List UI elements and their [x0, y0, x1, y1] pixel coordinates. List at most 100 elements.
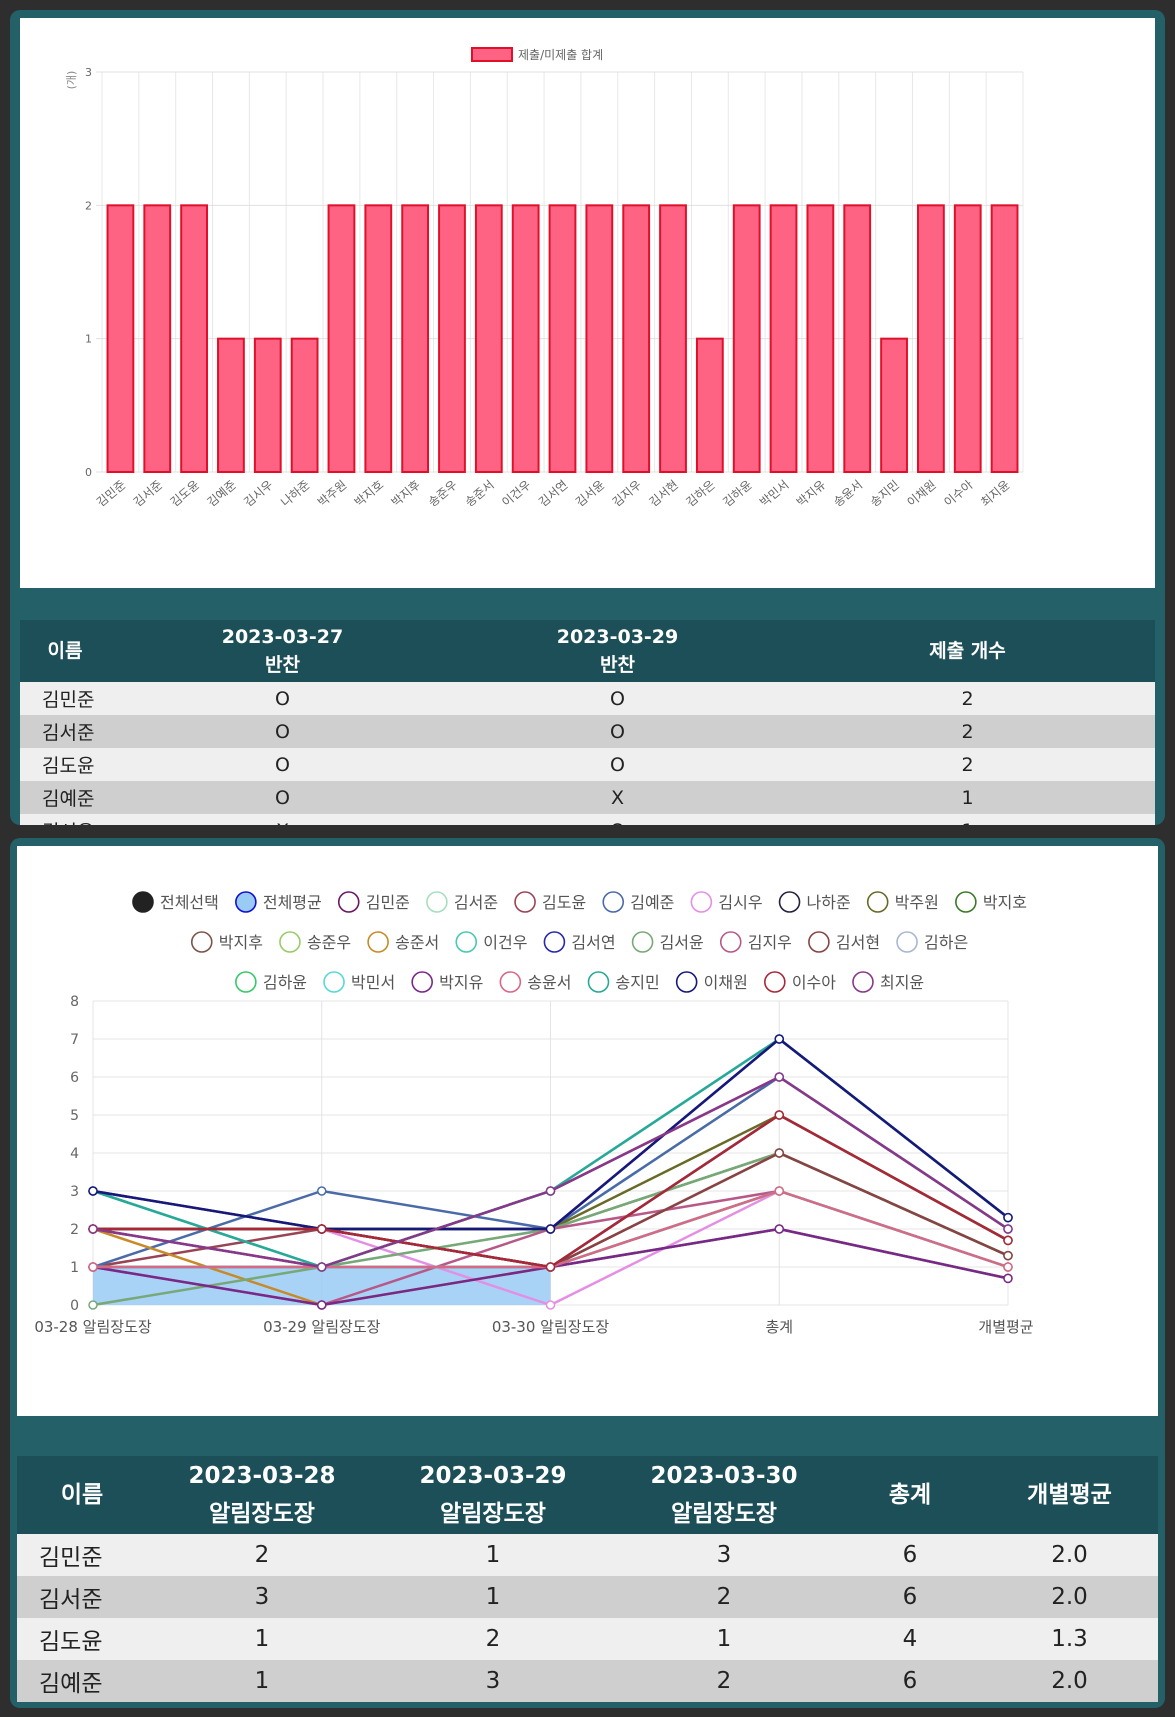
legend-label: 김하윤 — [263, 973, 307, 992]
legend-label: 송지민 — [616, 973, 660, 992]
column-header-line: 총계 — [888, 1482, 932, 1508]
legend-marker — [514, 891, 536, 913]
bar — [622, 204, 651, 473]
table-cell: X — [455, 781, 780, 814]
bar — [917, 204, 945, 473]
column-header-line: 알림장도장 — [671, 1501, 777, 1527]
table-cell: 3 — [377, 1660, 609, 1702]
x-tick-label: 송준우 — [426, 478, 460, 510]
y-tick-label: 3 — [70, 1184, 79, 1200]
table-header-row: 이름 2023-03-27 반찬 2023-03-29 반찬 제출 개수 — [20, 620, 1155, 682]
table-row: 김민준 2 1 3 6 2.0 — [17, 1534, 1158, 1576]
table-cell: 2 — [780, 748, 1155, 781]
bar-chart-card: 0 1 2 3 (개) 제출/미제출 합계 김민준 김서준 김도윤 김예준 김시우 나하준 박주원 박지호… — [20, 18, 1155, 588]
y-tick-label: 3 — [85, 66, 92, 79]
table-row: 김민준 O O 2 — [20, 682, 1155, 715]
table-cell: 2 — [147, 1534, 377, 1576]
column-header: 2023-03-30 알림장도장 — [609, 1456, 839, 1534]
x-tick-label: 송준서 — [462, 478, 496, 510]
table-cell: O — [455, 682, 780, 715]
legend-marker — [587, 971, 610, 993]
legend-marker — [690, 891, 713, 913]
student-name-cell: 김민준 — [17, 1534, 147, 1576]
column-header-line: 2023-03-30 — [650, 1463, 798, 1489]
x-tick-label: 박지유 — [794, 478, 828, 510]
submission-table: 이름 2023-03-27 반찬 2023-03-29 반찬 제출 개수 김민준 O O 2 김서… — [20, 620, 1155, 825]
table-header-row: 이름 2023-03-28 알림장도장 2023-03-29 알림장도장 2023-03-… — [17, 1456, 1158, 1534]
column-header: 제출 개수 — [780, 620, 1155, 682]
bar — [401, 204, 430, 473]
table-cell: 6 — [839, 1660, 981, 1702]
column-header-line: 제출 개수 — [929, 640, 1006, 662]
data-point — [1003, 1224, 1013, 1234]
table-cell: 2.0 — [981, 1534, 1158, 1576]
legend-marker — [852, 971, 874, 993]
bar — [474, 204, 503, 473]
student-name-cell: 김민준 — [20, 682, 110, 715]
x-tick-label: 03-30 알림장도장 — [492, 1318, 610, 1336]
table-cell: 1 — [780, 814, 1155, 825]
y-axis-label: (개) — [65, 71, 78, 90]
column-header-line: 2023-03-29 — [556, 626, 679, 648]
table-cell: O — [110, 715, 455, 748]
data-point — [774, 1034, 784, 1044]
legend-marker — [866, 891, 889, 913]
legend-marker — [323, 971, 345, 993]
column-header: 총계 — [839, 1456, 981, 1534]
data-point — [1003, 1262, 1013, 1272]
data-point — [88, 1224, 98, 1234]
bar — [843, 204, 872, 473]
legend-marker — [455, 931, 478, 953]
table-cell: O — [110, 748, 455, 781]
bar — [438, 204, 466, 473]
table-cell: 1 — [780, 781, 1155, 814]
column-header-line: 알림장도장 — [209, 1501, 315, 1527]
table-cell: O — [110, 682, 455, 715]
line-chart-card: 전체선택 전체평균 김민준 김서준 김도윤 김예준 김시우 나하준 박주원 박지호 박지후 송준우 송준… — [17, 846, 1158, 1416]
column-header-line: 2023-03-28 — [188, 1463, 336, 1489]
legend-marker — [602, 891, 625, 913]
x-tick-label: 김서윤 — [573, 478, 607, 510]
y-tick-label: 6 — [70, 1070, 79, 1086]
legend-marker — [337, 891, 360, 913]
legend-label: 이수아 — [792, 973, 836, 992]
legend-marker — [426, 891, 448, 913]
data-point — [545, 1224, 556, 1234]
table-cell: 3 — [147, 1576, 377, 1618]
column-header: 2023-03-29 알림장도장 — [377, 1456, 609, 1534]
y-tick-label: 1 — [70, 1260, 79, 1276]
x-tick-label: 김민준 — [94, 478, 128, 510]
legend-label: 박지유 — [439, 973, 483, 992]
x-tick-label: 박지후 — [389, 478, 423, 510]
x-tick-label: 개별평균 — [978, 1318, 1033, 1336]
data-point — [774, 1224, 784, 1234]
bar — [327, 204, 356, 473]
column-header-line: 이름 — [60, 1482, 104, 1508]
x-tick-label: 박주원 — [315, 478, 349, 510]
legend-label: 송준서 — [395, 933, 439, 952]
bar — [290, 337, 319, 473]
bar — [953, 204, 982, 473]
column-header-line: 2023-03-27 — [221, 626, 344, 648]
x-tick-label: 김예준 — [204, 478, 238, 510]
y-tick-label: 7 — [70, 1032, 79, 1048]
x-tick-label: 박지호 — [352, 478, 386, 510]
legend-marker — [132, 891, 154, 913]
table-row: 김예준 1 3 2 6 2.0 — [17, 1660, 1158, 1702]
x-tick-label: 김서준 — [131, 478, 165, 510]
column-header: 2023-03-27 반찬 — [110, 620, 455, 682]
data-point — [774, 1072, 784, 1082]
y-tick-label: 0 — [85, 466, 92, 479]
table-cell: 4 — [839, 1618, 981, 1660]
column-header-line: 2023-03-29 — [419, 1463, 567, 1489]
bar — [990, 204, 1019, 473]
data-point — [317, 1300, 327, 1310]
x-tick-label: 송윤서 — [831, 478, 865, 510]
table-cell: X — [110, 814, 455, 825]
bar — [880, 337, 908, 473]
legend-label: 김서연 — [571, 933, 615, 952]
column-header-line: 이름 — [47, 640, 83, 662]
table-cell: 1 — [377, 1534, 609, 1576]
data-point — [317, 1262, 327, 1272]
data-point — [1003, 1273, 1013, 1284]
